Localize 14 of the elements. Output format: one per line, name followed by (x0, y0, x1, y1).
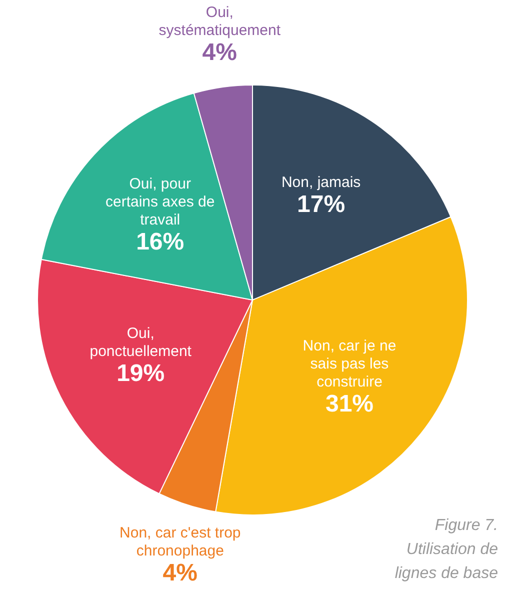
data-label: 4% (202, 39, 237, 66)
slice-label: Non, car je ne sais pas les construire (302, 338, 396, 391)
slice-label: Oui, ponctuellement (90, 325, 192, 360)
data-label: 17% (297, 191, 346, 218)
text: Utilisation de lignes de base (394, 541, 498, 582)
data-label: 31% (325, 390, 374, 418)
data-label: 4% (162, 560, 198, 587)
slice-label: Non, car c'est trop chronophage (120, 524, 241, 560)
slice-label: Oui, pour certains axes de travail (105, 176, 215, 229)
data-label: 16% (136, 228, 184, 256)
slice-label: Non, jamais (281, 174, 361, 192)
slice-label: Oui, systématiquement (158, 4, 282, 40)
data-label: 19% (116, 360, 165, 388)
caption: Figure 7. (434, 517, 498, 534)
